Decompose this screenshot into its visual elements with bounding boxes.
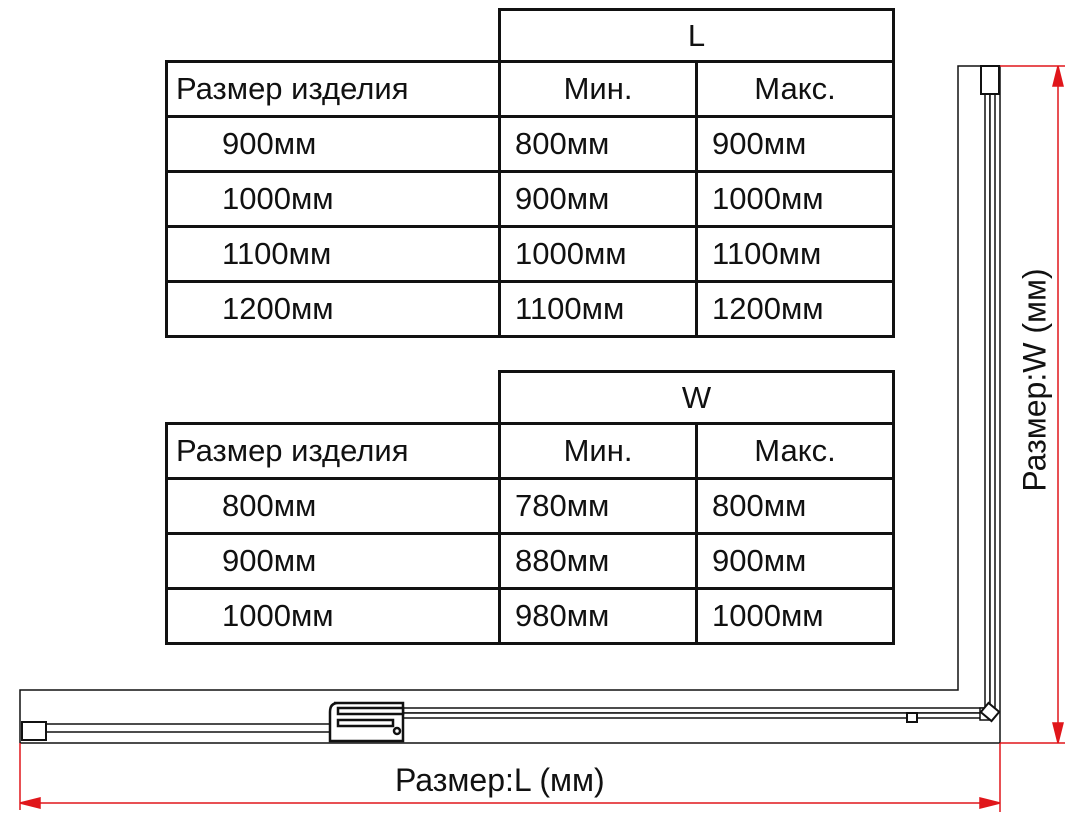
dimension-lines — [19, 65, 1065, 812]
column-header: Размер изделия — [165, 422, 501, 480]
width-dimension-label: Размер:W (мм) — [1016, 268, 1053, 492]
arrow-left-icon — [19, 797, 41, 809]
group-header: W — [498, 370, 895, 425]
table-row: 1000мм 900мм 1000мм — [165, 170, 895, 228]
table-row: 1100мм 1000мм 1100мм — [165, 225, 895, 283]
arrow-down-icon — [1052, 722, 1064, 744]
table-row: 900мм 800мм 900мм — [165, 115, 895, 173]
column-header: Мин. — [498, 60, 698, 118]
table-row: 1000мм 980мм 1000мм — [165, 587, 895, 645]
arrow-right-icon — [979, 797, 1001, 809]
sliding-glass-panel — [399, 707, 991, 723]
wall-outline — [19, 65, 1001, 744]
column-header: Мин. — [498, 422, 698, 480]
group-header: L — [498, 8, 895, 63]
width-size-table: W Размер изделия Мин. Макс. 800мм 780мм 800м… — [165, 370, 895, 645]
column-header: Размер изделия — [165, 60, 501, 118]
length-dimension-label: Размер:L (мм) — [395, 762, 605, 798]
table-row: 900мм 880мм 900мм — [165, 532, 895, 590]
arrow-up-icon — [1052, 65, 1064, 87]
column-header: Макс. — [695, 422, 895, 480]
table-row: 1200мм 1100мм 1200мм — [165, 280, 895, 338]
table-row: 800мм 780мм 800мм — [165, 477, 895, 535]
door-handle-block — [328, 701, 405, 743]
side-glass-panel — [979, 65, 1001, 723]
column-header: Макс. — [695, 60, 895, 118]
length-size-table: L Размер изделия Мин. Макс. 900мм 800мм 900м… — [165, 8, 895, 338]
fixed-glass-panel — [21, 721, 343, 741]
